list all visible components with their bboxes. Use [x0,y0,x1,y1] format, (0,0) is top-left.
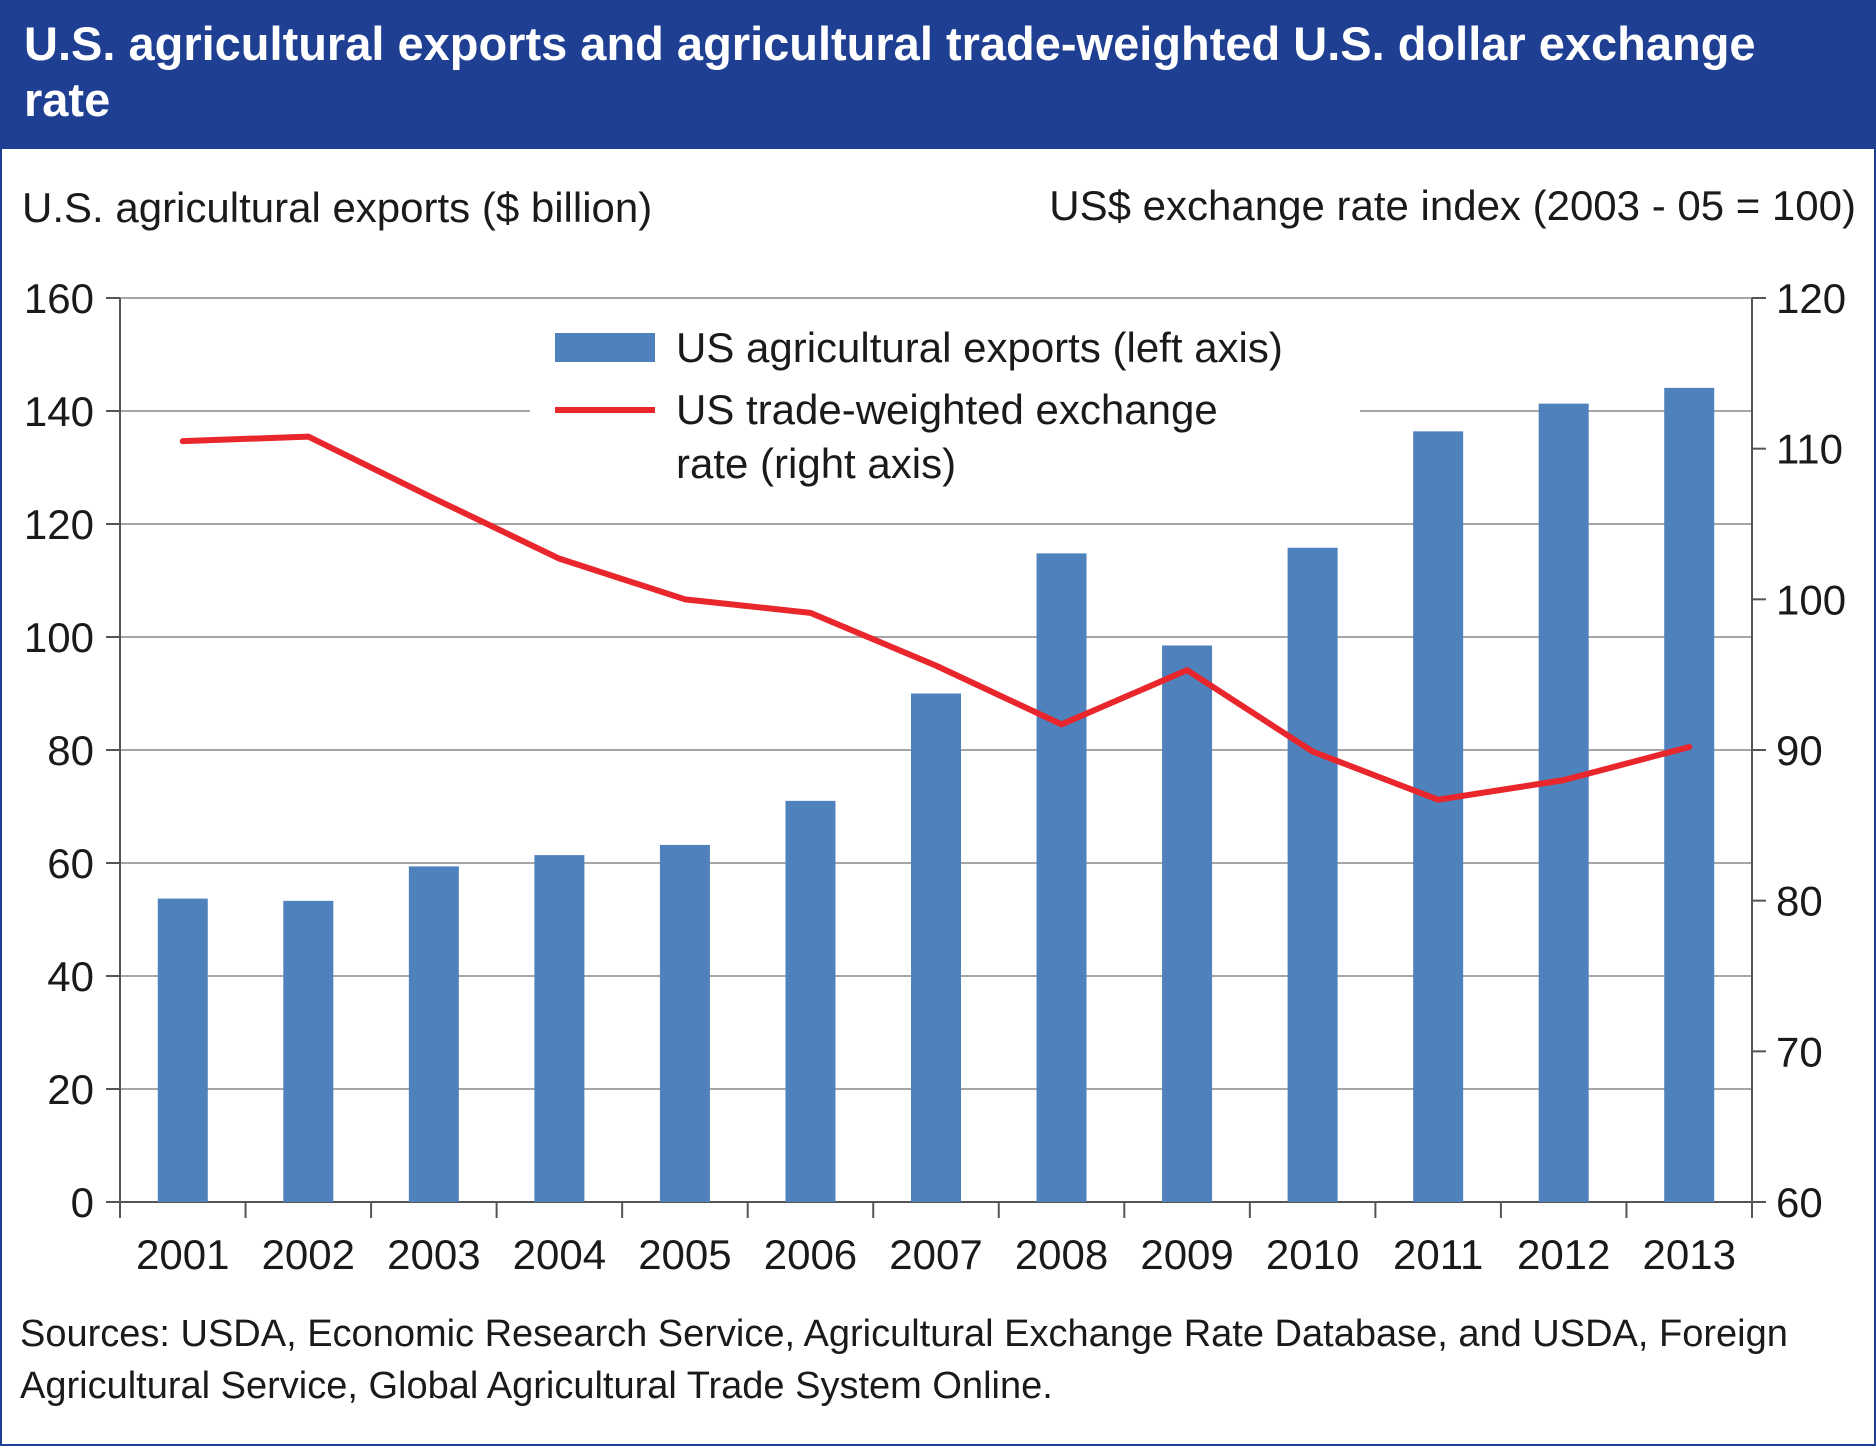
left-axis-tick-label: 40 [47,953,94,1000]
x-axis-tick-label: 2001 [136,1231,229,1278]
x-axis-tick-label: 2010 [1266,1231,1359,1278]
legend-label-line: US trade-weighted exchange [676,386,1218,433]
bar-2013 [1664,387,1715,1203]
left-axis-tick-label: 140 [24,388,94,435]
right-axis-tick-label: 100 [1776,576,1846,623]
bar-2004 [534,855,585,1202]
title-bar: U.S. agricultural exports and agricultur… [2,2,1874,149]
x-axis-tick-label: 2012 [1517,1231,1610,1278]
bar-2007 [911,693,961,1202]
left-axis-tick-label: 0 [71,1179,94,1226]
x-axis-tick-label: 2006 [764,1231,857,1278]
right-axis-title: US$ exchange rate index (2003 - 05 = 100… [1049,182,1856,229]
bar-2011 [1413,431,1464,1203]
right-axis-tick-label: 60 [1776,1179,1823,1226]
legend-swatch-bars [555,333,655,362]
right-axis-tick-label: 110 [1776,426,1843,473]
x-axis-tick-label: 2004 [513,1231,606,1278]
right-axis-tick-label: 70 [1776,1028,1823,1075]
legend-box [530,318,1360,493]
source-note: Sources: USDA, Economic Research Service… [20,1313,1788,1407]
x-axis-tick-label: 2007 [889,1231,982,1278]
legend-label-line: rate (right axis) [676,440,956,487]
bar-2006 [785,800,836,1202]
left-axis-tick-label: 80 [47,727,94,774]
left-axis-tick-label: 60 [47,840,94,887]
x-axis-tick-label: 2002 [262,1231,355,1278]
bar-2001 [157,898,208,1202]
left-axis-tick-label: 100 [24,614,94,661]
x-axis-tick-label: 2009 [1140,1231,1233,1278]
left-axis-title: U.S. agricultural exports ($ billion) [22,184,653,231]
right-axis-tick-label: 80 [1776,878,1823,925]
x-axis-tick-label: 2003 [387,1231,480,1278]
left-axis-tick-label: 120 [24,501,94,548]
bar-2002 [283,900,334,1202]
bar-2005 [659,844,710,1202]
bar-2008 [1036,553,1087,1202]
bar-2012 [1538,403,1589,1202]
bar-2003 [408,866,459,1202]
x-axis-tick-label: 2013 [1643,1231,1736,1278]
bar-2009 [1162,645,1213,1202]
chart-title: U.S. agricultural exports and agricultur… [24,17,1756,126]
left-axis-tick-label: 20 [47,1066,94,1113]
x-axis-tick-label: 2011 [1393,1231,1483,1278]
right-axis-tick-label: 120 [1776,275,1846,322]
right-axis-tick-label: 90 [1776,727,1823,774]
x-axis-tick-label: 2008 [1015,1231,1108,1278]
legend-label-bars: US agricultural exports (left axis) [676,324,1283,371]
x-axis-tick-label: 2005 [638,1231,731,1278]
left-axis-tick-label: 160 [24,275,94,322]
bar-2010 [1287,547,1338,1202]
